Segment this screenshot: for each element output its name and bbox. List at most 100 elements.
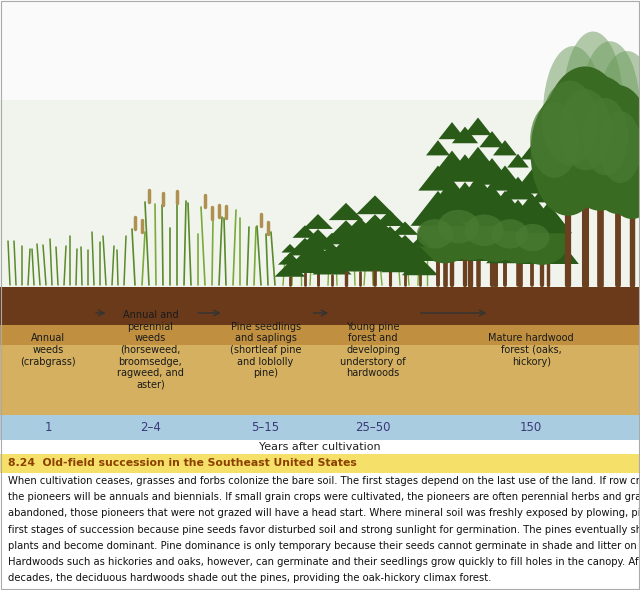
Text: Mature hardwood
forest (oaks,
hickory): Mature hardwood forest (oaks, hickory)	[488, 333, 574, 366]
Polygon shape	[287, 238, 323, 255]
Polygon shape	[506, 194, 559, 228]
Polygon shape	[356, 195, 394, 214]
Polygon shape	[312, 255, 351, 274]
Polygon shape	[368, 226, 412, 248]
Polygon shape	[493, 140, 517, 155]
Ellipse shape	[559, 89, 612, 171]
Text: the pioneers will be annuals and biennials. If small grain crops were cultivated: the pioneers will be annuals and biennia…	[8, 492, 640, 502]
Ellipse shape	[563, 31, 623, 175]
Polygon shape	[0, 287, 640, 325]
Ellipse shape	[438, 204, 502, 260]
Polygon shape	[0, 317, 640, 345]
Polygon shape	[321, 232, 343, 244]
Polygon shape	[446, 176, 509, 217]
Text: 2–4: 2–4	[140, 421, 161, 434]
Polygon shape	[437, 205, 518, 257]
Polygon shape	[444, 155, 486, 182]
Polygon shape	[317, 244, 348, 259]
Text: Hardwoods such as hickories and oaks, however, can germinate and their seedlings: Hardwoods such as hickories and oaks, ho…	[8, 557, 640, 567]
Polygon shape	[538, 158, 559, 172]
Polygon shape	[419, 166, 458, 191]
Ellipse shape	[543, 67, 627, 208]
Polygon shape	[278, 253, 302, 265]
Polygon shape	[479, 131, 505, 148]
Ellipse shape	[597, 51, 640, 183]
Polygon shape	[303, 214, 333, 229]
Polygon shape	[463, 185, 521, 222]
Text: first stages of succession because pine seeds favor disturbed soil and strong su: first stages of succession because pine …	[8, 525, 640, 535]
Text: 150: 150	[520, 421, 542, 434]
Ellipse shape	[417, 219, 453, 248]
Ellipse shape	[492, 214, 548, 263]
Polygon shape	[517, 225, 579, 264]
Polygon shape	[315, 238, 377, 268]
Polygon shape	[282, 244, 299, 253]
Polygon shape	[410, 237, 430, 247]
Text: Years after cultivation: Years after cultivation	[259, 442, 381, 452]
Polygon shape	[297, 229, 339, 250]
Ellipse shape	[492, 219, 528, 248]
Ellipse shape	[543, 46, 603, 181]
Text: Annual and
perennial
weeds
(horseweed,
broomsedge,
ragweed, and
aster): Annual and perennial weeds (horseweed, b…	[117, 310, 184, 390]
Polygon shape	[477, 191, 532, 226]
Polygon shape	[470, 216, 540, 261]
Text: Pine seedlings
and saplings
(shortleaf pine
and loblolly
pine): Pine seedlings and saplings (shortleaf p…	[230, 322, 301, 378]
Polygon shape	[464, 117, 492, 135]
Text: When cultivation ceases, grasses and forbs colonize the bare soil. The first sta: When cultivation ceases, grasses and for…	[8, 476, 640, 486]
Text: 8.24  Old-field succession in the Southeast United States: 8.24 Old-field succession in the Southea…	[8, 458, 356, 468]
Ellipse shape	[465, 215, 504, 246]
Text: 25–50: 25–50	[355, 421, 391, 434]
Polygon shape	[329, 203, 364, 220]
Polygon shape	[486, 222, 550, 263]
Polygon shape	[500, 177, 536, 199]
Polygon shape	[524, 202, 572, 233]
Polygon shape	[341, 234, 408, 267]
Text: decades, the deciduous hardwoods shade out the pines, providing the oak-hickory : decades, the deciduous hardwoods shade o…	[8, 573, 492, 583]
Bar	[0, 317, 640, 415]
Polygon shape	[406, 247, 434, 261]
Polygon shape	[507, 154, 529, 168]
Text: 5–15: 5–15	[252, 421, 280, 434]
Polygon shape	[520, 145, 543, 159]
Polygon shape	[362, 242, 418, 270]
Polygon shape	[454, 212, 529, 260]
Ellipse shape	[582, 98, 628, 175]
Ellipse shape	[465, 209, 525, 262]
Ellipse shape	[531, 90, 605, 216]
Polygon shape	[493, 199, 543, 231]
Ellipse shape	[516, 219, 568, 265]
Text: Young pine
forest and
developing
understory of
hardwoods: Young pine forest and developing underst…	[340, 322, 406, 378]
Bar	[0, 0, 640, 295]
Polygon shape	[435, 182, 495, 220]
Polygon shape	[387, 235, 424, 254]
Ellipse shape	[560, 76, 640, 211]
Polygon shape	[381, 248, 429, 272]
Polygon shape	[349, 214, 401, 241]
Polygon shape	[340, 232, 380, 252]
Ellipse shape	[542, 81, 597, 165]
Polygon shape	[335, 246, 385, 271]
Polygon shape	[426, 140, 450, 155]
Polygon shape	[374, 210, 406, 226]
Polygon shape	[430, 150, 474, 179]
Polygon shape	[452, 127, 478, 143]
Polygon shape	[438, 122, 465, 139]
Ellipse shape	[600, 99, 640, 219]
Ellipse shape	[516, 224, 550, 251]
Polygon shape	[485, 166, 525, 191]
Text: plants and become dominant. Pine dominance is only temporary because their seeds: plants and become dominant. Pine dominan…	[8, 541, 640, 551]
Polygon shape	[275, 261, 305, 277]
Ellipse shape	[530, 102, 579, 178]
Bar	[0, 415, 640, 440]
Polygon shape	[421, 179, 483, 218]
Polygon shape	[410, 191, 465, 226]
Ellipse shape	[438, 210, 479, 244]
Polygon shape	[291, 244, 344, 271]
Ellipse shape	[583, 85, 640, 214]
Polygon shape	[403, 216, 473, 261]
Text: 1: 1	[44, 421, 52, 434]
Text: abandoned, those pioneers that were not grazed will have a head start. Where min: abandoned, those pioneers that were not …	[8, 509, 640, 519]
Polygon shape	[402, 257, 438, 276]
Polygon shape	[426, 210, 504, 259]
Polygon shape	[498, 218, 566, 262]
